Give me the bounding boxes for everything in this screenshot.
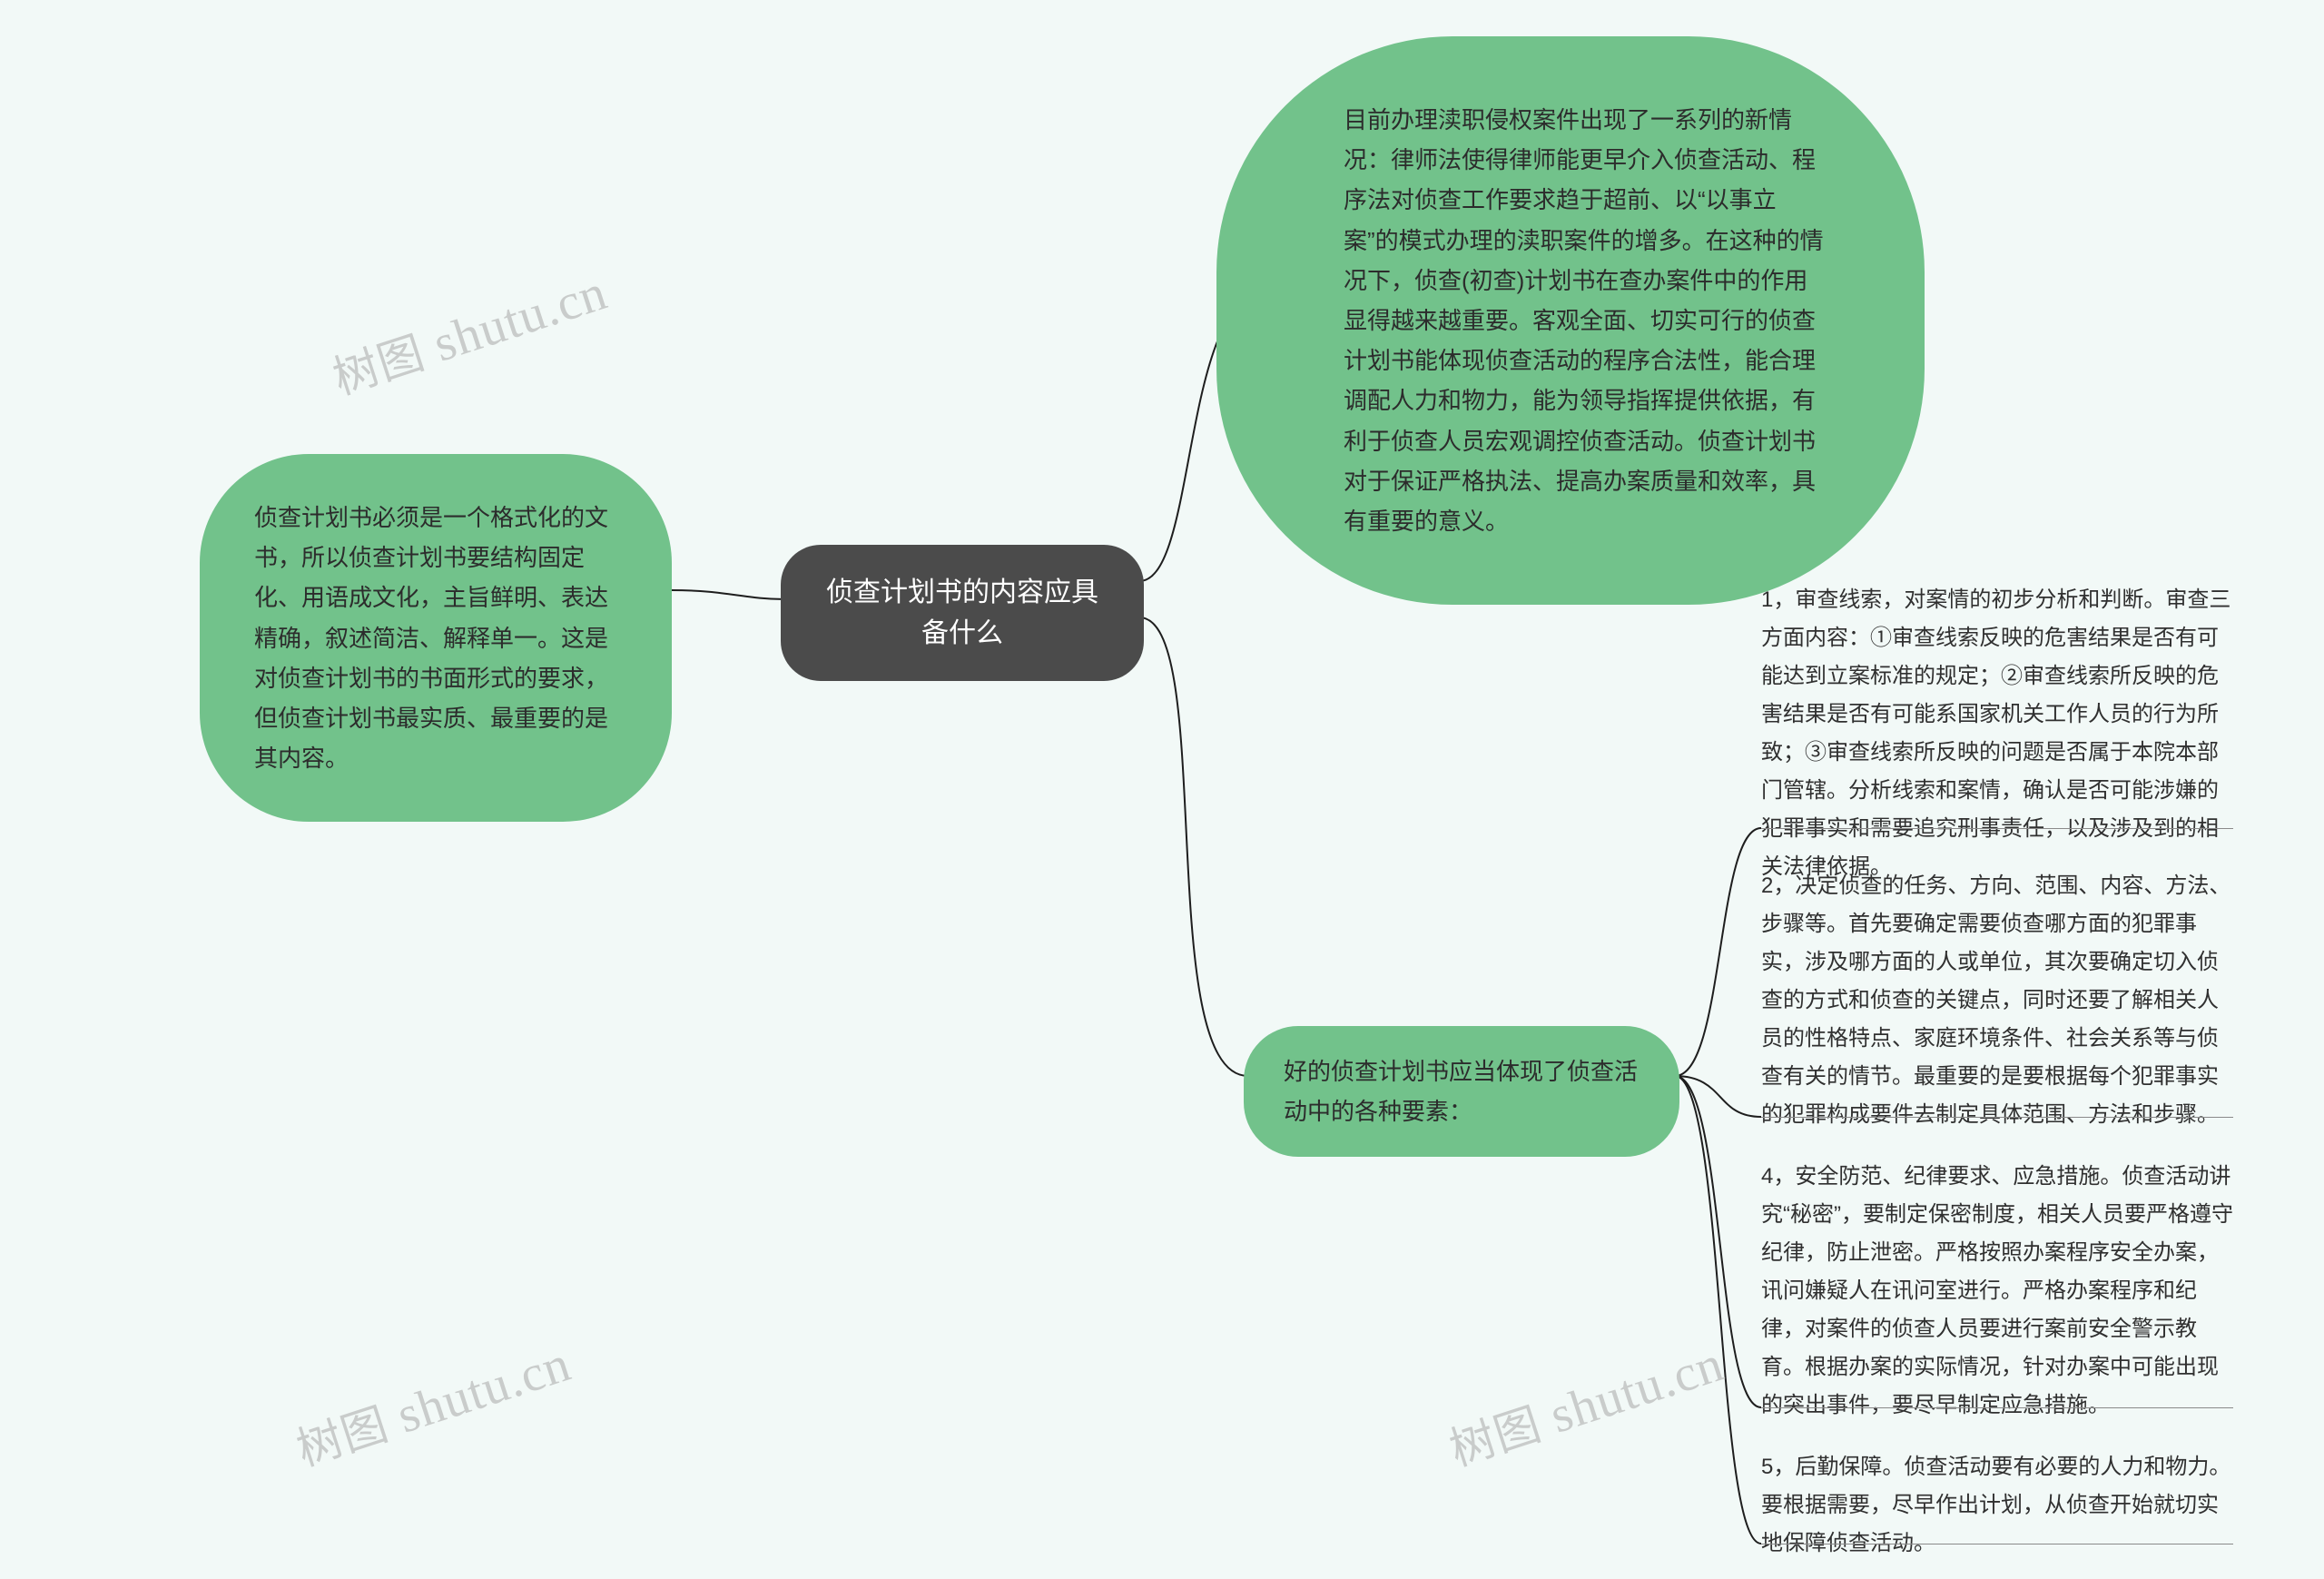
connector <box>1675 1076 1761 1117</box>
watermark-zh: 树图 <box>1443 1398 1547 1475</box>
leaf-node[interactable]: 2，决定侦查的任务、方向、范围、内容、方法、步骤等。首先要确定需要侦查哪方面的犯… <box>1761 867 2233 1134</box>
branch-node-text: 好的侦查计划书应当体现了侦查活动中的各种要素： <box>1284 1058 1638 1125</box>
mindmap-root-node[interactable]: 侦查计划书的内容应具备什么 <box>781 545 1144 681</box>
branch-node-text: 目前办理渎职侵权案件出现了一系列的新情况：律师法使得律师能更早介入侦查活动、程序… <box>1344 106 1824 535</box>
leaf-text: 1，审查线索，对案情的初步分析和判断。审查三方面内容：①审查线索反映的危害结果是… <box>1761 587 2230 879</box>
branch-node-text: 侦查计划书必须是一个格式化的文书，所以侦查计划书要结构固定化、用语成文化，主旨鲜… <box>254 504 608 772</box>
watermark-zh: 树图 <box>290 1398 394 1475</box>
watermark: 树图 shutu.cn <box>288 1328 578 1478</box>
leaf-text: 5，后勤保障。侦查活动要有必要的人力和物力。要根据需要，尽早作出计划，从侦查开始… <box>1761 1455 2230 1555</box>
connector <box>1675 1076 1761 1544</box>
connector <box>1675 1076 1761 1407</box>
branch-node-right-bottom[interactable]: 好的侦查计划书应当体现了侦查活动中的各种要素： <box>1244 1026 1679 1157</box>
leaf-node[interactable]: 4，安全防范、纪律要求、应急措施。侦查活动讲究“秘密”，要制定保密制度，相关人员… <box>1761 1158 2233 1425</box>
watermark: 树图 shutu.cn <box>324 257 615 407</box>
leaf-underline <box>1761 1117 2233 1118</box>
branch-node-right-top[interactable]: 目前办理渎职侵权案件出现了一系列的新情况：律师法使得律师能更早介入侦查活动、程序… <box>1216 36 1925 605</box>
watermark-en: shutu.cn <box>1543 1336 1730 1445</box>
leaf-text: 4，安全防范、纪律要求、应急措施。侦查活动讲究“秘密”，要制定保密制度，相关人员… <box>1761 1164 2233 1417</box>
leaf-node[interactable]: 1，审查线索，对案情的初步分析和判断。审查三方面内容：①审查线索反映的危害结果是… <box>1761 581 2233 886</box>
mindmap-canvas: 树图 shutu.cn 树图 shutu.cn 树图 shutu.cn 树图 s… <box>0 0 2324 1579</box>
watermark-zh: 树图 <box>327 327 430 404</box>
branch-node-left[interactable]: 侦查计划书必须是一个格式化的文书，所以侦查计划书要结构固定化、用语成文化，主旨鲜… <box>200 454 672 822</box>
leaf-underline <box>1761 1407 2233 1408</box>
connector <box>1139 617 1248 1076</box>
connector <box>1675 828 1761 1076</box>
leaf-text: 2，决定侦查的任务、方向、范围、内容、方法、步骤等。首先要确定需要侦查哪方面的犯… <box>1761 873 2230 1127</box>
connector <box>672 590 785 599</box>
leaf-underline <box>1761 828 2233 829</box>
watermark-en: shutu.cn <box>390 1336 577 1445</box>
leaf-node[interactable]: 5，后勤保障。侦查活动要有必要的人力和物力。要根据需要，尽早作出计划，从侦查开始… <box>1761 1448 2233 1563</box>
root-node-text: 侦查计划书的内容应具备什么 <box>826 577 1098 648</box>
watermark: 树图 shutu.cn <box>1441 1328 1731 1478</box>
watermark-en: shutu.cn <box>427 264 614 373</box>
